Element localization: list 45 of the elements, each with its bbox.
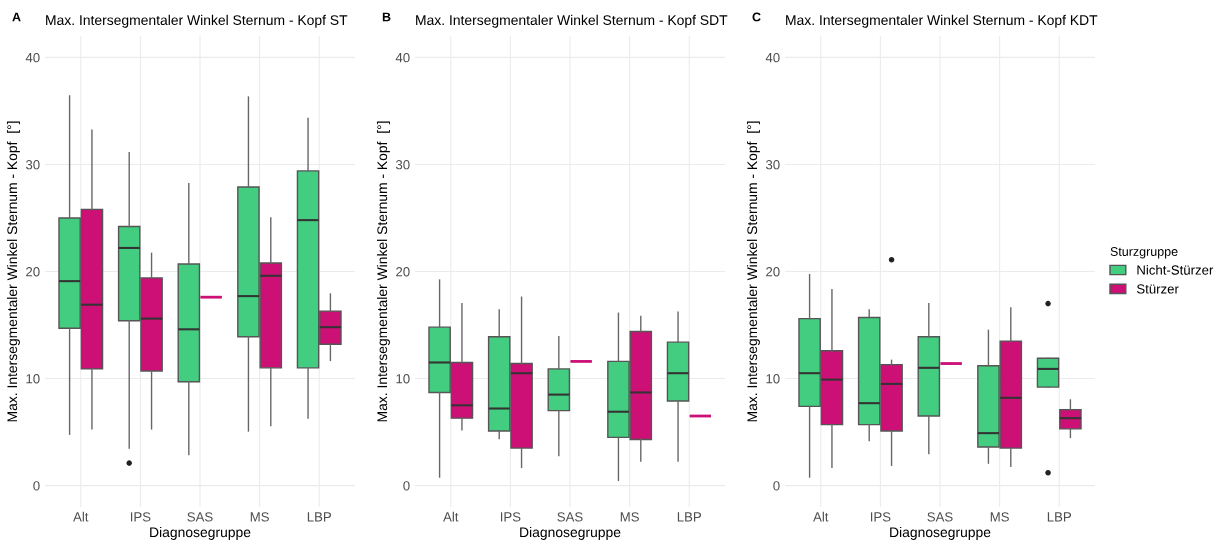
text: B [382, 12, 391, 22]
y-tick-label: 30 [25, 160, 40, 170]
y-axis-title: Max. Intersegmentaler Winkel Sternum - Kopf [°] [376, 121, 390, 422]
x-tick-label: LBP [677, 512, 701, 522]
y-tick-label: 0 [33, 481, 40, 491]
x-axis-title: Diagnosegruppe [520, 526, 621, 540]
y-tick-label: 20 [766, 267, 780, 277]
y-axis-title: Max. Intersegmentaler Winkel Sternum - Kopf [°] [6, 121, 20, 422]
x-tick-label: LBP [307, 512, 331, 522]
x-tick-label: MS [620, 512, 639, 522]
y-tick-label: 10 [396, 374, 410, 384]
x-tick-label: MS [250, 512, 269, 522]
x-axis-title: Diagnosegruppe [890, 526, 991, 540]
x-tick-label: Alt [73, 511, 89, 522]
y-tick-label: 20 [396, 267, 410, 277]
x-axis-title: Diagnosegruppe [150, 526, 251, 540]
text: C [752, 12, 761, 22]
y-tick-label: 20 [26, 267, 40, 277]
y-tick-label: 10 [26, 374, 40, 384]
y-tick-label: 0 [403, 481, 410, 491]
legend-label: Stürzer [1136, 284, 1179, 294]
text: A [12, 12, 21, 22]
legend-label: Nicht-Stürzer [1137, 265, 1214, 275]
y-tick-label: 40 [395, 52, 410, 63]
chart-title: Max. Intersegmentaler Winkel Sternum - Kopf ST [46, 14, 348, 28]
x-tick-label: Alt [813, 511, 829, 522]
x-tick-label: LBP [1047, 512, 1071, 522]
y-axis-title: Max. Intersegmentaler Winkel Sternum - Kopf [°] [746, 121, 760, 422]
y-tick-label: 40 [765, 52, 780, 63]
y-tick-label: 30 [395, 160, 410, 170]
y-tick-label: 40 [25, 52, 40, 63]
y-tick-label: 0 [773, 481, 780, 491]
x-tick-label: IPS [500, 512, 521, 522]
x-tick-label: IPS [870, 512, 891, 522]
x-tick-label: SAS [187, 512, 213, 522]
x-tick-label: SAS [557, 512, 583, 522]
y-tick-label: 30 [765, 160, 780, 170]
legend-title: Sturzgruppe [1110, 247, 1178, 259]
chart-title: Max. Intersegmentaler Winkel Sternum - Kopf SDT [416, 14, 728, 28]
chart-title: Max. Intersegmentaler Winkel Sternum - Kopf KDT [786, 14, 1098, 28]
y-tick-label: 10 [766, 374, 780, 384]
x-tick-label: IPS [130, 512, 151, 522]
x-tick-label: SAS [927, 512, 953, 522]
x-tick-label: Alt [443, 511, 459, 522]
x-tick-label: MS [990, 512, 1009, 522]
